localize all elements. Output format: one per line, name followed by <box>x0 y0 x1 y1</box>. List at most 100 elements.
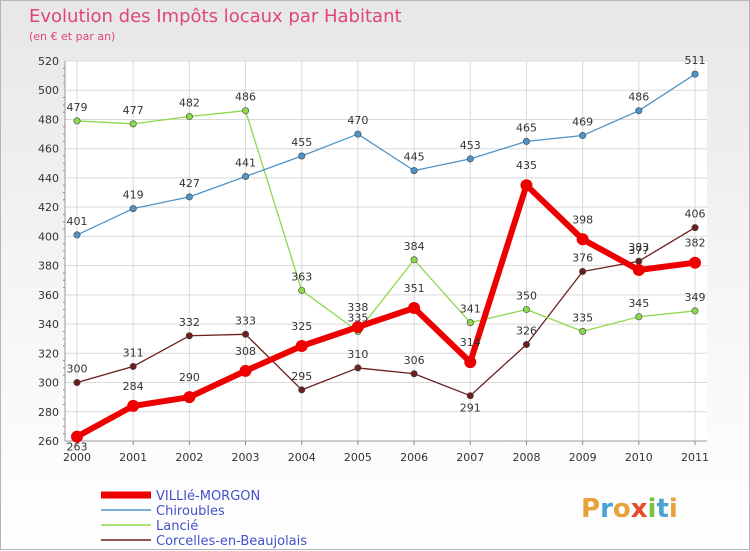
logo-letter: r <box>600 494 613 524</box>
y-tick-label: 480 <box>38 113 59 126</box>
data-point <box>185 193 193 201</box>
data-label: 308 <box>235 345 256 358</box>
data-point <box>351 321 364 333</box>
data-point <box>73 117 81 125</box>
data-label: 401 <box>67 215 88 228</box>
data-point <box>579 327 587 335</box>
logo-text: Proxiti <box>581 494 678 524</box>
data-point <box>466 319 474 327</box>
x-tick-label: 2005 <box>344 451 372 464</box>
data-label: 291 <box>460 402 481 415</box>
data-label: 335 <box>347 311 368 324</box>
series-group <box>71 70 701 443</box>
data-point <box>632 264 645 276</box>
data-point <box>635 313 643 321</box>
data-label: 477 <box>123 104 144 117</box>
legend-label: VILLIé-MORGON <box>156 489 260 504</box>
data-label: 338 <box>347 301 368 314</box>
data-labels: 300 311 332 333 295 310 306 291 326 376 383 406 479 4… <box>67 54 706 453</box>
data-label: 314 <box>460 336 481 349</box>
data-point <box>239 364 252 377</box>
data-point <box>298 286 306 294</box>
data-point <box>466 392 474 400</box>
data-label: 377 <box>628 244 649 257</box>
data-point <box>129 120 137 128</box>
x-tick-label: 2011 <box>681 451 709 464</box>
data-label: 349 <box>685 291 706 304</box>
data-label: 295 <box>291 370 312 383</box>
data-point <box>410 167 418 175</box>
data-point <box>127 399 140 412</box>
data-label: 350 <box>516 289 537 302</box>
data-point <box>129 362 137 370</box>
data-label: 486 <box>235 91 256 104</box>
x-tick-label: 2006 <box>400 451 428 464</box>
x-tick-label: 2007 <box>456 451 484 464</box>
data-point <box>73 231 81 239</box>
y-tick-label: 500 <box>38 84 59 97</box>
chart-title: Evolution des Impôts locaux par Habitant <box>29 6 402 27</box>
logo-letter: o <box>613 494 631 524</box>
data-point <box>520 179 533 192</box>
y-tick-label: 320 <box>38 347 59 360</box>
data-label: 326 <box>516 325 537 338</box>
data-point <box>635 257 643 265</box>
data-label: 335 <box>572 311 593 324</box>
data-point <box>242 107 250 115</box>
data-label: 470 <box>347 114 368 127</box>
data-point <box>185 332 193 340</box>
x-tick-label: 2010 <box>625 451 653 464</box>
data-label: 376 <box>572 251 593 264</box>
data-point <box>298 152 306 160</box>
chart-subtitle: (en € et par an) <box>29 30 115 43</box>
data-point <box>129 205 137 213</box>
data-label: 263 <box>67 441 88 454</box>
data-point <box>689 256 701 269</box>
data-label: 363 <box>291 270 312 283</box>
data-point <box>691 70 699 78</box>
data-point <box>691 307 699 315</box>
data-point <box>579 132 587 140</box>
y-tick-label: 300 <box>38 377 59 390</box>
logo-letter: x <box>631 494 648 524</box>
logo-letter: i <box>648 494 657 524</box>
y-tick-label: 420 <box>38 201 59 214</box>
legend-label: Chiroubles <box>156 504 225 519</box>
data-point <box>635 107 643 115</box>
series-line-0 <box>75 182 696 440</box>
data-point <box>354 364 362 372</box>
data-point <box>576 233 589 246</box>
data-point <box>522 341 530 349</box>
data-point <box>691 224 699 232</box>
data-label: 284 <box>123 380 144 393</box>
data-label: 511 <box>685 54 706 67</box>
series-line-1 <box>76 73 696 236</box>
legend-label: Lancié <box>156 519 198 534</box>
y-tick-label: 440 <box>38 172 59 185</box>
data-point <box>295 340 308 352</box>
y-tick-label: 280 <box>38 406 59 419</box>
data-point <box>183 391 196 404</box>
data-label: 398 <box>572 213 593 226</box>
data-label: 469 <box>572 116 593 129</box>
data-point <box>410 256 418 264</box>
series-line-2 <box>76 110 696 333</box>
grid <box>65 60 707 442</box>
data-label: 311 <box>123 346 144 359</box>
data-label: 306 <box>404 354 425 367</box>
data-point <box>410 370 418 378</box>
x-tick-label: 2001 <box>119 451 147 464</box>
x-tick-label: 2002 <box>175 451 203 464</box>
data-label: 453 <box>460 139 481 152</box>
data-label: 406 <box>685 208 706 221</box>
axes: 260 280 300 320 340 360 380 400 420 440 460 480 500 5… <box>38 55 709 464</box>
y-tick-label: 360 <box>38 289 59 302</box>
data-point <box>242 172 250 180</box>
series-line-3 <box>76 227 696 397</box>
data-label: 325 <box>291 320 312 333</box>
data-label: 445 <box>404 151 425 164</box>
data-label: 290 <box>179 371 200 384</box>
y-tick-label: 520 <box>38 55 59 68</box>
data-point <box>298 386 306 394</box>
